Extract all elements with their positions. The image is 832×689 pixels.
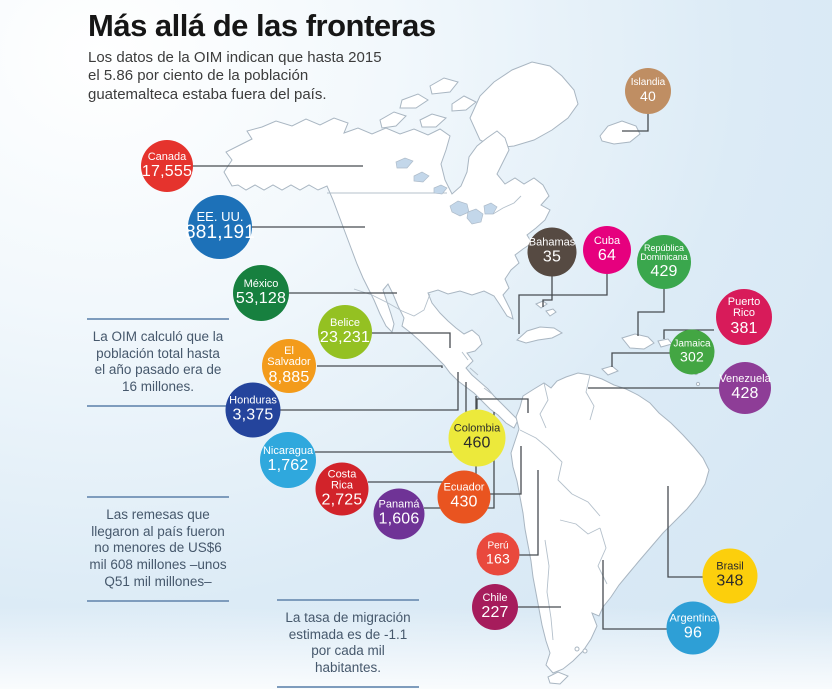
country-name: Panamá — [378, 498, 420, 511]
bubble-republica-dominicana: República Dominicana 429 — [637, 235, 691, 289]
connector-islandia — [622, 113, 649, 132]
connector-belice — [372, 332, 451, 348]
iceland-island — [599, 120, 641, 145]
country-name: Belice — [330, 316, 360, 329]
bubble-panama: Panamá 1,606 — [373, 488, 425, 540]
country-value: 40 — [640, 87, 656, 104]
bubble-argentina: Argentina 96 — [666, 601, 720, 655]
connector-colombia — [476, 398, 529, 413]
country-name: Perú — [487, 540, 509, 552]
bubble-nicaragua: Nicaragua 1,762 — [260, 432, 316, 488]
country-name: Bahamas — [528, 236, 576, 249]
country-value: 96 — [683, 624, 703, 642]
note-population: La OIM calculó que la población total ha… — [87, 318, 229, 407]
arctic-islands — [379, 77, 477, 147]
south-america-landmass — [510, 372, 710, 674]
south-america-borders — [519, 374, 608, 641]
lakes — [395, 157, 498, 225]
country-name: Islandia — [630, 77, 666, 89]
greenland-landmass — [469, 61, 579, 149]
connector-brasil — [667, 486, 704, 578]
country-value: 430 — [450, 493, 478, 511]
country-value: 1,762 — [267, 456, 309, 474]
country-name: República Dominicana — [640, 243, 688, 263]
country-name: Colombia — [453, 422, 501, 435]
country-value: 881,191 — [184, 222, 256, 244]
bubble-cuba: Cuba 64 — [583, 226, 631, 274]
page-subtitle: Los datos de la OIM indican que hasta 20… — [88, 49, 382, 103]
bubble-islandia: Islandia 40 — [625, 68, 671, 114]
connector-ecuador — [490, 446, 522, 495]
country-name: Costa Rica — [327, 468, 357, 492]
bubble-jamaica: Jamaica 302 — [669, 329, 715, 375]
country-value: 23,231 — [319, 328, 371, 346]
tierra-del-fuego-island — [547, 671, 569, 685]
connector-bahamas — [542, 276, 553, 307]
country-value: 348 — [716, 572, 744, 590]
bubble-brasil: Brasil 348 — [702, 548, 758, 604]
country-name: Jamaica — [673, 338, 711, 350]
bubble-chile: Chile 227 — [472, 584, 518, 630]
connector-cuba — [518, 274, 608, 334]
bubble-belice: Belice 23,231 — [318, 305, 372, 359]
country-name: El Salvador — [267, 345, 311, 369]
bubble-ecuador: Ecuador 430 — [437, 470, 491, 524]
connector-republica-dominicana — [637, 289, 665, 336]
falkland-island — [582, 648, 588, 654]
country-value: 35 — [542, 248, 562, 266]
connector-jamaica — [611, 352, 670, 367]
north-america-landmass — [223, 117, 551, 429]
country-value: 429 — [650, 262, 678, 280]
country-name: Venezuela — [719, 372, 771, 385]
country-value: 2,725 — [321, 491, 363, 509]
country-value: 381 — [730, 319, 758, 337]
bubble-venezuela: Venezuela 428 — [719, 362, 771, 414]
bubble-puerto-rico: Puerto Rico 381 — [716, 289, 772, 345]
bubble-colombia: Colombia 460 — [448, 409, 506, 467]
bubble-honduras: Honduras 3,375 — [225, 382, 281, 438]
bubble-costa-rica: Costa Rica 2,725 — [315, 462, 369, 516]
note-migration-rate: La tasa de migración estimada es de -1.1… — [277, 599, 419, 688]
country-name: Chile — [482, 591, 508, 604]
bubble-mexico: México 53,128 — [233, 265, 289, 321]
country-value: 64 — [597, 246, 617, 264]
note-remittances: Las remesas que llegaron al país fueron … — [87, 496, 229, 602]
falkland-island — [574, 646, 580, 652]
country-value: 302 — [680, 348, 704, 365]
connector-peru — [519, 470, 539, 556]
bubble-peru: Perú 163 — [476, 532, 520, 576]
bubble-canada: Canada 17,555 — [141, 140, 193, 192]
country-value: 3,375 — [232, 406, 274, 424]
bubble-eeuu: EE. UU. 881,191 — [184, 195, 256, 259]
country-value: 53,128 — [235, 289, 287, 307]
bubble-el-salvador: El Salvador 8,885 — [262, 339, 316, 393]
country-name: EE. UU. — [196, 209, 244, 225]
country-name: Canada — [147, 150, 187, 163]
country-value: 8,885 — [268, 368, 310, 386]
country-value: 17,555 — [141, 162, 193, 180]
connector-honduras — [280, 372, 459, 411]
country-value: 460 — [463, 434, 491, 452]
country-value: 428 — [731, 384, 759, 402]
country-value: 1,606 — [378, 510, 420, 528]
country-name: Brasil — [716, 560, 744, 573]
country-name: Argentina — [669, 612, 717, 625]
country-borders — [327, 192, 522, 395]
country-value: 163 — [486, 550, 510, 567]
connector-nicaragua — [315, 382, 467, 453]
country-name: México — [243, 277, 279, 290]
country-name: Ecuador — [443, 481, 485, 494]
page-title: Más allá de las fronteras — [88, 8, 436, 43]
country-name: Cuba — [593, 234, 621, 247]
country-name: Puerto Rico — [727, 296, 761, 320]
bubble-bahamas: Bahamas 35 — [527, 227, 577, 277]
connector-argentina — [602, 560, 667, 630]
country-name: Nicaragua — [262, 444, 314, 457]
connector-el-salvador — [317, 365, 443, 368]
country-name: Honduras — [229, 394, 277, 407]
country-value: 227 — [481, 603, 509, 621]
